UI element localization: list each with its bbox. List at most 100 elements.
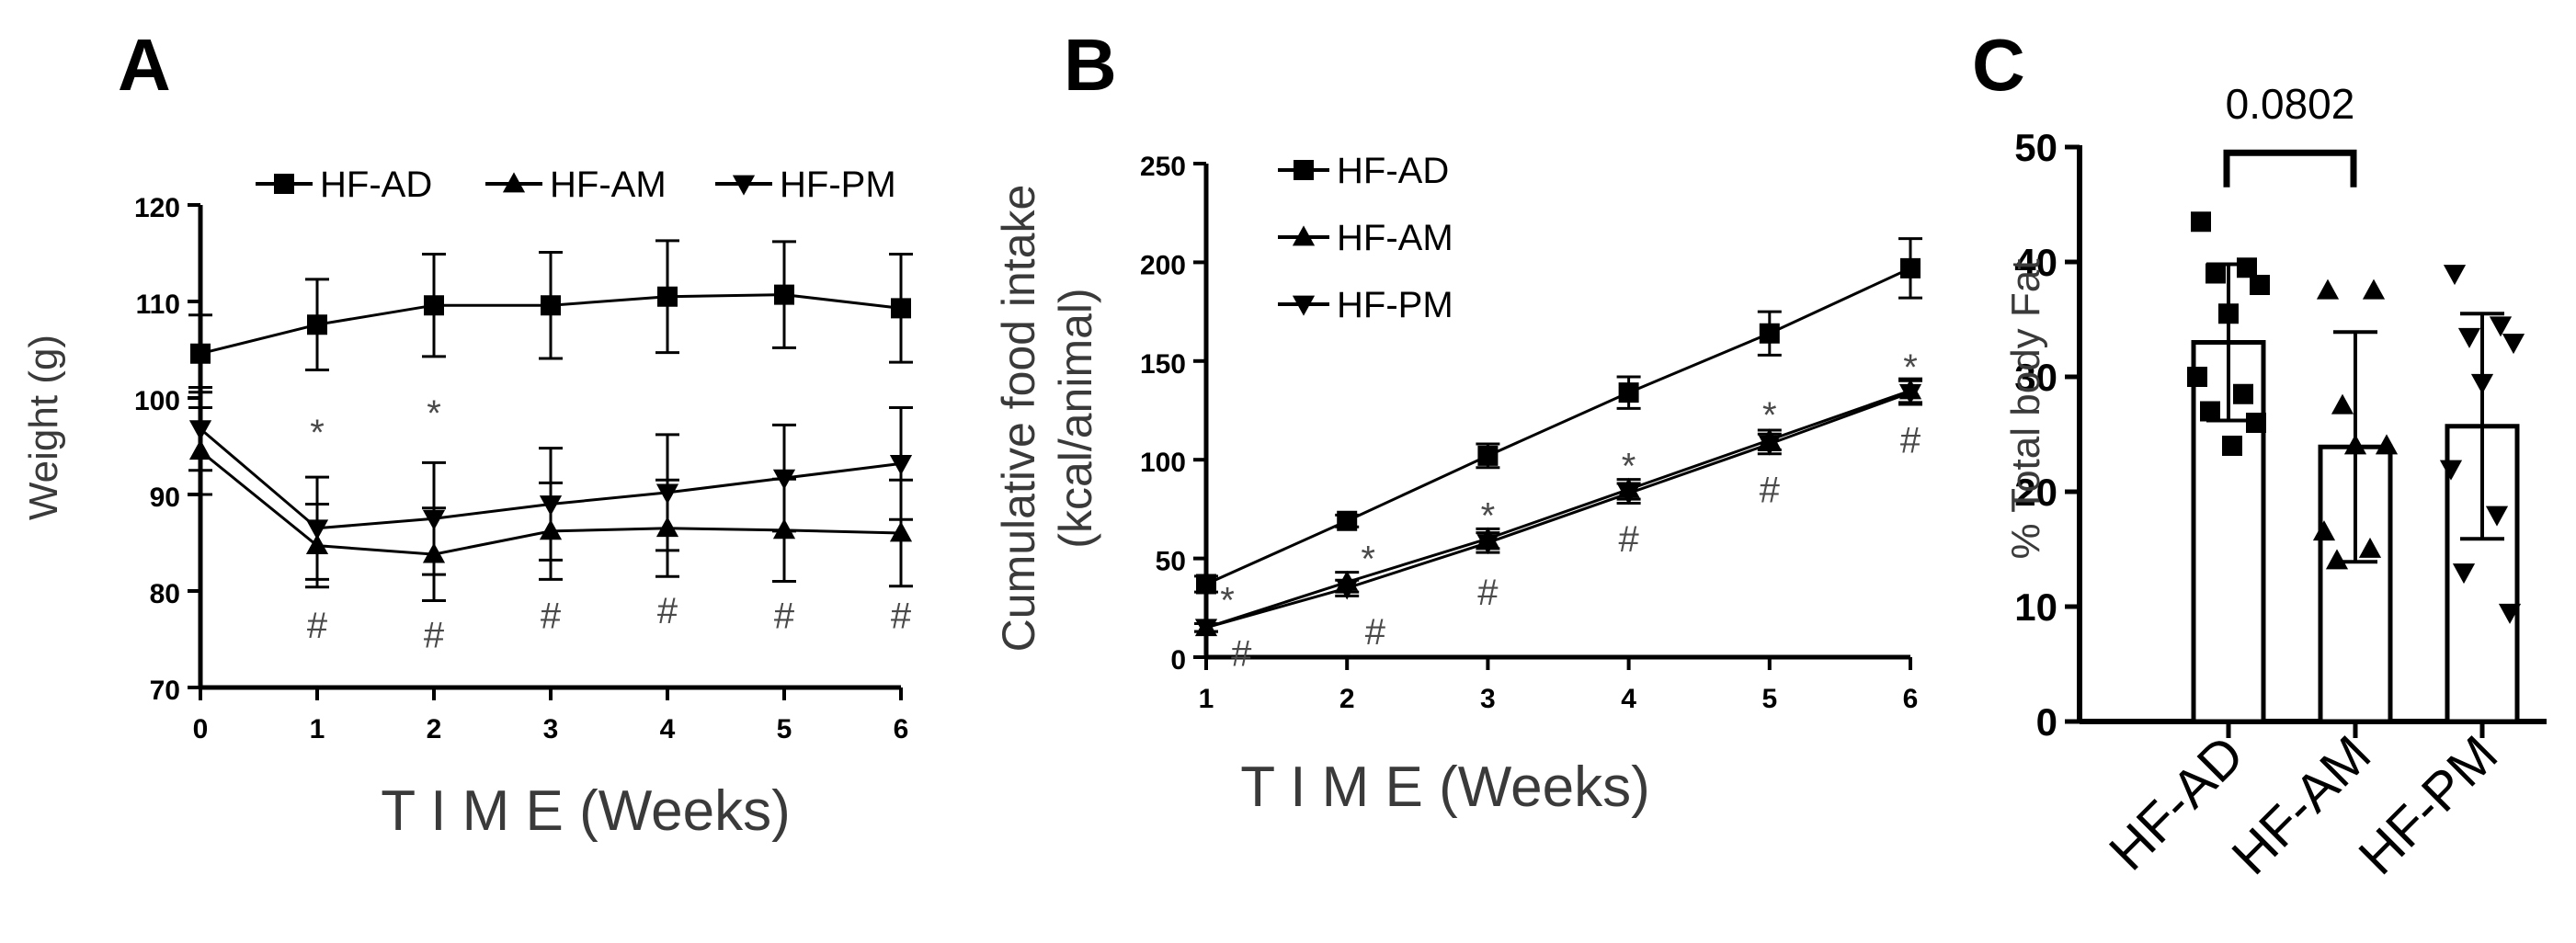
panel-a-hash-annotation: # bbox=[891, 596, 912, 636]
panel-c-point-hf-ad bbox=[2246, 413, 2266, 433]
panel-b-asterisk-annotation: * bbox=[1622, 447, 1636, 487]
panel-b-x-tick-label: 5 bbox=[1761, 684, 1777, 714]
panel-a-x-tick-label: 5 bbox=[777, 714, 792, 744]
panel-c-point-hf-ad bbox=[2206, 263, 2226, 284]
panel-a-point-hf-ad bbox=[774, 284, 794, 305]
panel-a-point-hf-ad bbox=[424, 295, 444, 316]
panel-b-hash-annotation: # bbox=[1477, 573, 1499, 613]
panel-b-point-hf-pm bbox=[1194, 619, 1218, 640]
panel-b-legend-item-hf-ad: HF-AD bbox=[1278, 151, 1449, 191]
panel-b-y-tick-label: 0 bbox=[1170, 645, 1186, 676]
panel-b-legend-item-hf-am: HF-AM bbox=[1278, 218, 1453, 258]
panel-c-y-tick-label: 40 bbox=[2014, 241, 2057, 284]
panel-b-x-tick-label: 6 bbox=[1903, 684, 1919, 714]
panel-a-y-tick-label: 90 bbox=[150, 483, 180, 513]
panel-b-x-tick-label: 4 bbox=[1621, 684, 1636, 714]
panel-b-point-hf-pm bbox=[1898, 383, 1922, 404]
panel-c-point-hf-am bbox=[2343, 434, 2367, 455]
panel-b-y-tick-label: 200 bbox=[1140, 250, 1186, 280]
panel-c-point-hf-am bbox=[2358, 537, 2382, 558]
panel-a-series-hf-pm bbox=[188, 385, 913, 581]
panel-c-point-hf-pm bbox=[2470, 373, 2494, 394]
panel-a-legend-label: HF-AM bbox=[550, 165, 667, 205]
panel-b-x-tick-label: 3 bbox=[1480, 684, 1496, 714]
panel-c-point-hf-am bbox=[2375, 434, 2399, 455]
panel-a-x-tick-label: 1 bbox=[310, 714, 325, 744]
panel-a-asterisk-annotation: * bbox=[310, 413, 325, 453]
panel-a-hash-annotation: # bbox=[657, 591, 678, 631]
panel-a-legend-label: HF-PM bbox=[780, 165, 896, 205]
panel-a-point-hf-pm bbox=[539, 495, 563, 517]
panel-b-axes: 0 50 100 150 200 250 1 2 3 4 5 6 bbox=[1140, 152, 1918, 714]
panel-c-point-hf-ad bbox=[2222, 436, 2242, 456]
panel-a-point-hf-pm bbox=[889, 455, 913, 476]
panel-a-point-hf-pm bbox=[422, 509, 446, 530]
panel-a-hash-annotation: # bbox=[307, 606, 328, 646]
panel-b-legend-item-hf-pm: HF-PM bbox=[1278, 285, 1453, 325]
panel-a-hash-annotation: # bbox=[424, 615, 445, 655]
panel-c-x-tick-label: HF-PM bbox=[2347, 724, 2509, 886]
panel-c-point-hf-am bbox=[2312, 520, 2336, 541]
panel-a-legend-item-hf-pm: HF-PM bbox=[715, 165, 896, 205]
panel-c-y-tick-label: 20 bbox=[2014, 471, 2057, 514]
panel-b-series-hf-pm bbox=[1194, 379, 1922, 640]
panel-b-point-hf-pm bbox=[1758, 435, 1781, 456]
panel-b-letter: B bbox=[1064, 24, 1117, 106]
panel-a-point-hf-ad bbox=[307, 314, 327, 335]
panel-a: A HF-AD HF-AM HF-PM 70 80 90 100 110 120 0 1 2 3 4 5 6… bbox=[21, 24, 913, 843]
panel-b-y-tick-label: 250 bbox=[1140, 152, 1186, 182]
panel-b-x-tick-label: 2 bbox=[1339, 684, 1355, 714]
panel-a-point-hf-ad bbox=[541, 295, 561, 316]
panel-a-axes: 70 80 90 100 110 120 0 1 2 3 4 5 6 bbox=[134, 193, 908, 744]
panel-b-legend-label: HF-PM bbox=[1337, 285, 1453, 325]
panel-c-point-hf-ad bbox=[2191, 211, 2211, 233]
panel-b-legend-marker bbox=[1292, 225, 1316, 246]
panel-c-point-hf-pm bbox=[2439, 460, 2463, 481]
panel-c-point-hf-pm bbox=[2457, 327, 2481, 348]
panel-a-legend-item-hf-am: HF-AM bbox=[485, 165, 667, 205]
panel-a-x-tick-label: 0 bbox=[193, 714, 209, 744]
panel-b-point-hf-ad bbox=[1337, 510, 1358, 531]
panel-c-point-hf-am bbox=[2316, 278, 2340, 300]
panel-c-y-tick-label: 30 bbox=[2014, 356, 2057, 399]
panel-b-series-hf-ad bbox=[1194, 237, 1922, 595]
panel-b-legend-marker bbox=[1292, 295, 1316, 316]
panel-c-point-hf-am bbox=[2325, 549, 2349, 570]
panel-b-line-hf-pm bbox=[1205, 391, 1911, 630]
panel-c-point-hf-ad bbox=[2250, 275, 2270, 295]
panel-b-hash-annotation: # bbox=[1618, 519, 1639, 560]
panel-c-point-hf-pm bbox=[2498, 603, 2522, 624]
panel-c-y-tick-label: 50 bbox=[2014, 126, 2057, 169]
panel-c-point-hf-pm bbox=[2443, 265, 2467, 286]
panel-c-significance-bracket bbox=[2223, 149, 2357, 187]
panel-b-line-hf-ad bbox=[1205, 267, 1911, 585]
panel-b-point-hf-pm bbox=[1476, 534, 1499, 555]
panel-a-point-hf-am bbox=[889, 521, 913, 542]
panel-a-series-hf-ad bbox=[188, 239, 913, 394]
panel-b-asterisk-annotation: * bbox=[1481, 495, 1496, 536]
panel-a-legend-item-hf-ad: HF-AD bbox=[256, 165, 432, 205]
panel-b-point-hf-ad bbox=[1900, 257, 1921, 278]
panel-a-y-tick-label: 80 bbox=[150, 579, 180, 609]
panel-c-point-hf-ad bbox=[2200, 401, 2220, 422]
panel-c-letter: C bbox=[1972, 24, 2025, 106]
panel-a-hash-annotation: # bbox=[541, 596, 562, 636]
panel-a-legend-marker bbox=[502, 172, 526, 193]
panel-a-point-hf-ad bbox=[190, 343, 211, 364]
panel-b-plot: * * * * * * # # # # # # bbox=[1194, 237, 1922, 675]
panel-b-point-hf-ad bbox=[1196, 574, 1216, 595]
panel-c-x-tick-label: HF-AD bbox=[2098, 724, 2255, 881]
panel-b-y-tick-label: 150 bbox=[1140, 349, 1186, 380]
panel-b-asterisk-annotation: * bbox=[1361, 540, 1375, 580]
panel-a-letter: A bbox=[118, 24, 171, 106]
panel-b-legend: HF-AD HF-AM HF-PM bbox=[1278, 151, 1453, 325]
panel-b-legend-label: HF-AM bbox=[1337, 218, 1453, 258]
panel-b-legend-label: HF-AD bbox=[1337, 151, 1449, 191]
panel-b-point-hf-ad bbox=[1477, 445, 1499, 466]
panel-c-point-hf-am bbox=[2362, 278, 2386, 300]
panel-c-point-hf-am bbox=[2331, 393, 2354, 415]
panel-a-x-tick-label: 3 bbox=[543, 714, 559, 744]
panel-c-point-hf-ad bbox=[2187, 367, 2207, 387]
panel-c-point-hf-ad bbox=[2218, 303, 2239, 324]
